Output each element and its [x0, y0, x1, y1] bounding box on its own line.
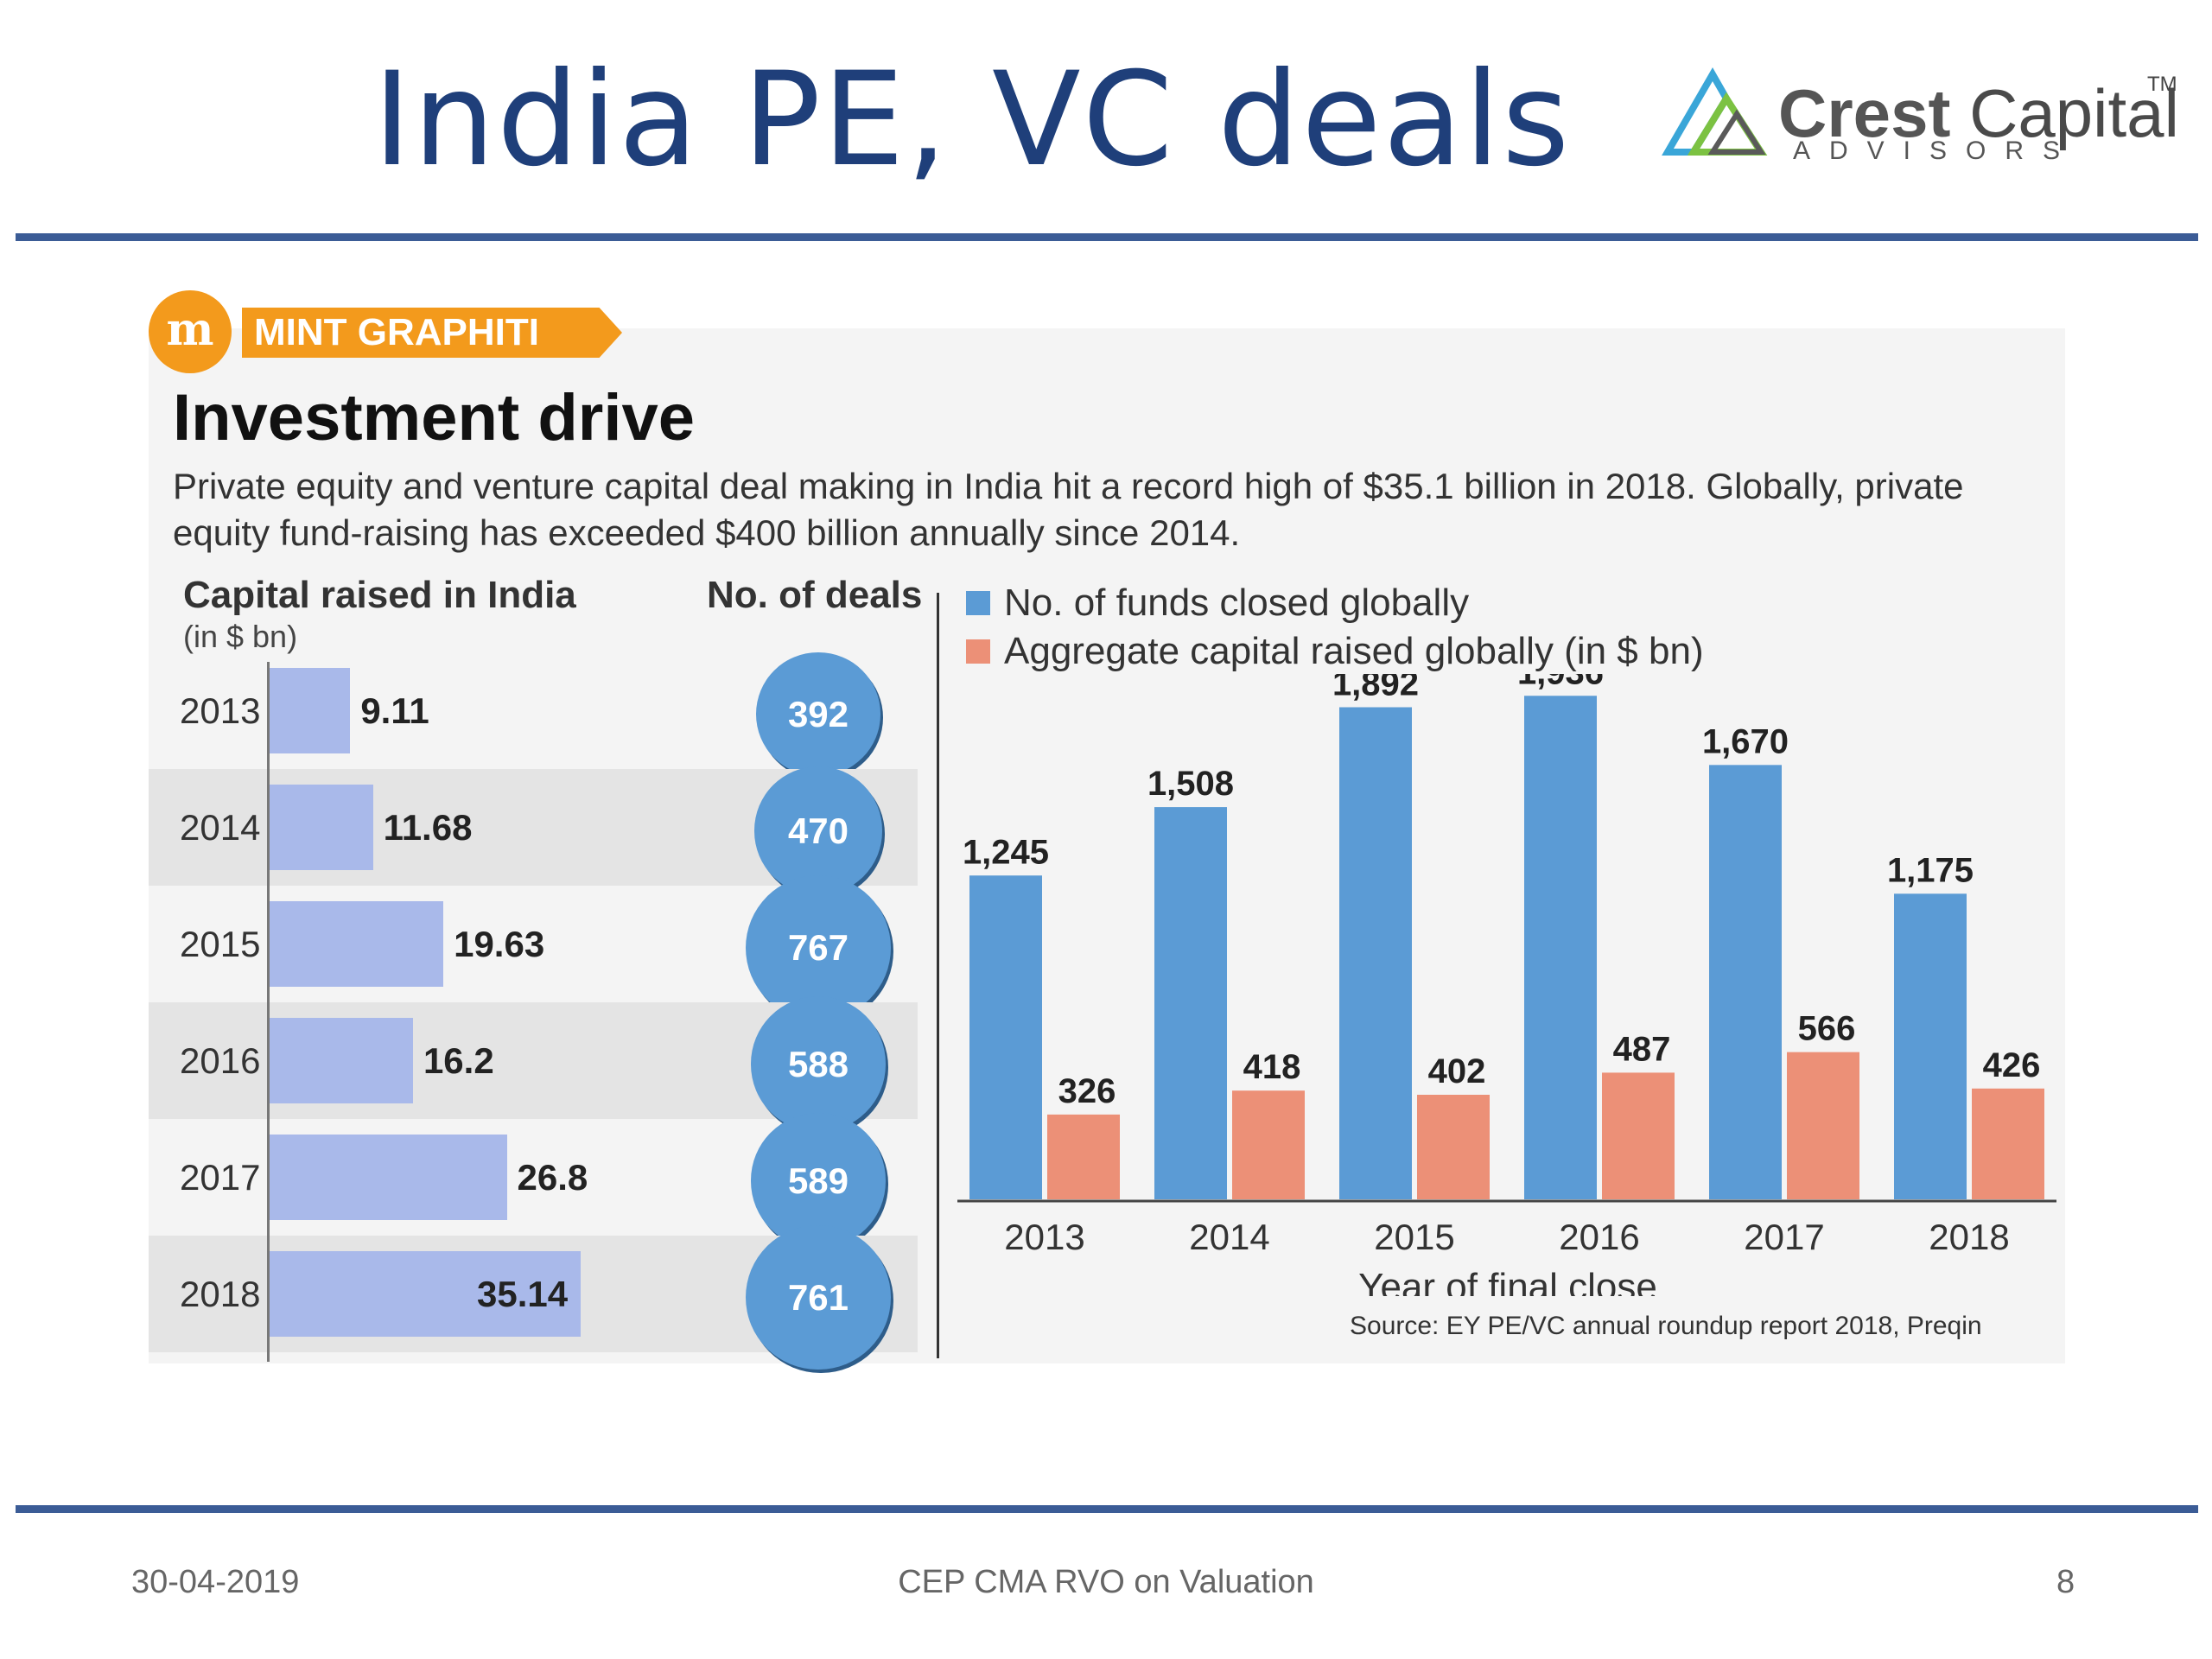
- triangle-logo-icon: [1662, 67, 1768, 156]
- tick-label: 2017: [180, 1156, 261, 1198]
- data-label: 487: [1613, 1030, 1671, 1068]
- bar: [969, 875, 1042, 1199]
- bar: [1524, 696, 1597, 1199]
- legend-swatch-funds: [966, 591, 990, 615]
- india-row-2015: 2015 19.63 767: [149, 874, 918, 1020]
- bar: [270, 1018, 413, 1103]
- data-label: 418: [1243, 1048, 1301, 1086]
- graphic-subtitle: Private equity and venture capital deal …: [173, 466, 1964, 553]
- data-label: 566: [1798, 1010, 1856, 1048]
- legend-item-capital: Aggregate capital raised globally (in $ …: [966, 627, 1704, 676]
- badge-banner: MINT GRAPHITI: [242, 308, 622, 358]
- graphic-title: Investment drive: [173, 381, 695, 454]
- left-chart-title: Capital raised in India: [183, 574, 576, 616]
- bar: [1972, 1088, 2044, 1199]
- bar: [1894, 893, 1967, 1199]
- top-divider: [16, 233, 2198, 241]
- data-label: 402: [1428, 1052, 1486, 1090]
- data-label: 1,670: [1702, 722, 1789, 760]
- x-axis-label: Year of final close: [1358, 1266, 1657, 1296]
- deal-count-circle: 767: [746, 874, 891, 1020]
- footer-date: 30-04-2019: [131, 1564, 300, 1600]
- legend-label-funds: No. of funds closed globally: [1004, 582, 1470, 624]
- bar: [270, 901, 444, 987]
- deal-count-circle: 761: [746, 1224, 891, 1370]
- tick-label: 2014: [1189, 1217, 1269, 1257]
- chart-divider: [937, 593, 939, 1358]
- tick-label: 2018: [1929, 1217, 2009, 1257]
- bar: [1417, 1094, 1490, 1199]
- bar: [1154, 807, 1227, 1199]
- badge-circle: m: [149, 290, 232, 373]
- data-label: 11.68: [383, 806, 473, 848]
- tick-label: 2016: [180, 1039, 261, 1081]
- data-label: 1,175: [1887, 851, 1974, 889]
- source-note: Source: EY PE/VC annual roundup report 2…: [1350, 1312, 1982, 1340]
- data-label: 1,936: [1517, 674, 1604, 691]
- data-label: 19.63: [454, 923, 545, 964]
- data-label: 1,508: [1147, 765, 1234, 803]
- tick-label: 2015: [180, 923, 261, 964]
- tick-label: 2017: [1744, 1217, 1824, 1257]
- data-label: 9.11: [360, 690, 429, 731]
- mint-graphiti-badge: m MINT GRAPHITI: [149, 290, 650, 377]
- data-label: 426: [1983, 1046, 2041, 1084]
- legend-label-capital: Aggregate capital raised globally (in $ …: [1004, 630, 1704, 672]
- bar: [270, 785, 373, 870]
- logo-name-regular: Capital: [1969, 75, 2179, 151]
- legend-item-funds: No. of funds closed globally: [966, 579, 1704, 627]
- bar: [1709, 765, 1782, 1199]
- global-chart-legend: No. of funds closed globally Aggregate c…: [966, 579, 1704, 676]
- tick-label: 2013: [1004, 1217, 1084, 1257]
- bar: [1232, 1090, 1305, 1199]
- legend-swatch-capital: [966, 639, 990, 664]
- data-label: 35.14: [477, 1273, 569, 1314]
- data-label: 326: [1058, 1072, 1116, 1110]
- slide-title: India PE, VC deals: [372, 45, 1572, 195]
- bar: [1602, 1072, 1675, 1199]
- bar: [270, 1135, 507, 1220]
- tick-label: 2015: [1374, 1217, 1454, 1257]
- bottom-divider: [16, 1505, 2198, 1513]
- tick-label: 2014: [180, 806, 261, 848]
- left-chart-axis: [267, 662, 270, 1362]
- india-row-2013: 2013 9.11 392: [149, 652, 918, 777]
- data-label: 26.8: [517, 1156, 588, 1198]
- page-number: 8: [2056, 1564, 2075, 1600]
- bar: [270, 1251, 581, 1337]
- global-funds-chart: 1,245 326 2013 1,508 418 2014 1,892 402 2015 1,93…: [957, 674, 2056, 1296]
- deal-count-circle: 392: [756, 652, 880, 777]
- left-chart-unit: (in $ bn): [183, 619, 298, 654]
- deal-count-circle: 470: [753, 766, 883, 895]
- data-label: 1,892: [1332, 674, 1419, 703]
- logo-trademark: TM: [2147, 73, 2177, 96]
- data-label: 1,245: [963, 833, 1049, 871]
- bar: [1339, 707, 1412, 1199]
- crest-capital-logo: Crest Capital TM ADVISORS: [1659, 59, 2179, 171]
- logo-name-bold: Crest: [1778, 75, 1951, 151]
- india-row-2018: 2018 35.14 761: [149, 1224, 918, 1370]
- data-label: 16.2: [423, 1039, 494, 1081]
- logo-name: Crest Capital: [1778, 74, 2179, 153]
- tick-label: 2016: [1559, 1217, 1639, 1257]
- bar: [1787, 1052, 1859, 1199]
- logo-subtitle: ADVISORS: [1793, 137, 2080, 165]
- footer-center: CEP CMA RVO on Valuation: [898, 1564, 1314, 1600]
- tick-label: 2018: [180, 1273, 261, 1314]
- deal-count-circle: 588: [750, 996, 887, 1132]
- bar: [270, 668, 351, 753]
- deals-title: No. of deals: [707, 574, 923, 616]
- india-row-2017: 2017 26.8 589: [149, 1113, 918, 1249]
- india-row-2014: 2014 11.68 470: [149, 766, 918, 895]
- india-row-2016: 2016 16.2 588: [149, 996, 918, 1132]
- bar: [1047, 1114, 1120, 1199]
- tick-label: 2013: [180, 690, 261, 731]
